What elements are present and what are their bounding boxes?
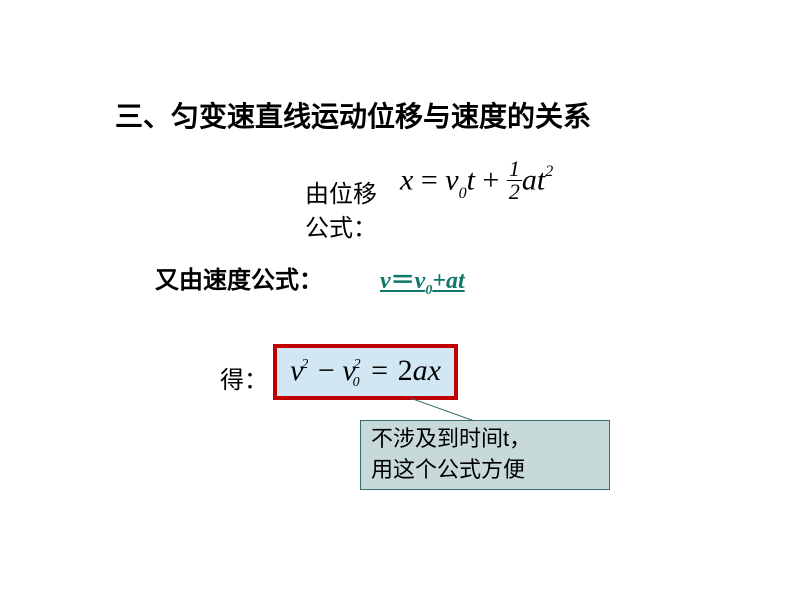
- note-line-2: 用这个公式方便: [371, 455, 609, 486]
- velocity-plus-at: +at: [432, 268, 464, 294]
- note-box: 不涉及到时间t， 用这个公式方便: [360, 420, 610, 490]
- result-two: 2: [398, 354, 413, 387]
- section-heading: 三、匀变速直线运动位移与速度的关系: [115, 95, 591, 135]
- displacement-formula: x = v0t + 12at2: [400, 160, 553, 205]
- displacement-label-2: 公式：: [305, 208, 377, 243]
- note-line-1: 不涉及到时间t，: [371, 424, 609, 455]
- velocity-formula: v＝v0+at: [380, 260, 465, 299]
- result-formula: v2 − v20 = 2ax: [290, 354, 441, 388]
- result-box: v2 − v20 = 2ax: [273, 344, 458, 400]
- velocity-v: v: [380, 268, 391, 294]
- velocity-label: 又由速度公式：: [155, 260, 323, 295]
- velocity-eq: ＝: [391, 268, 415, 294]
- velocity-v0: v: [415, 268, 426, 294]
- result-v-sup: 2: [301, 357, 308, 372]
- result-v0-sup: 2: [354, 357, 361, 372]
- result-label: 得：: [220, 360, 268, 395]
- result-a: a: [413, 354, 428, 387]
- result-x: x: [428, 354, 441, 387]
- displacement-label-1: 由位移: [305, 174, 377, 209]
- result-v0-sub: 0: [353, 375, 360, 390]
- result-eq: =: [371, 354, 388, 387]
- result-minus: −: [318, 354, 335, 387]
